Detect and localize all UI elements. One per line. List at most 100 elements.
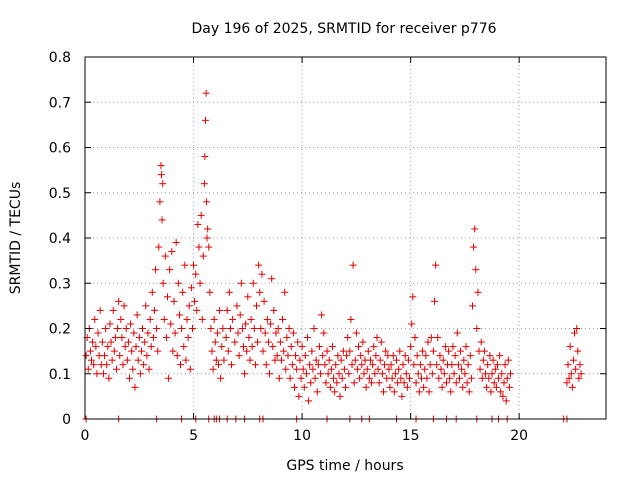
data-point-marker — [159, 279, 167, 287]
data-point-marker — [98, 338, 106, 346]
y-axis-ticks: 0 0.1 0.2 0.3 0.4 0.5 0.6 0.7 0.8 — [49, 50, 606, 428]
data-point-marker — [238, 325, 246, 332]
data-point-marker — [280, 347, 288, 355]
data-point-marker — [168, 248, 176, 256]
data-point-marker — [569, 356, 577, 364]
data-point-marker — [111, 334, 119, 342]
data-point-marker — [196, 279, 204, 287]
data-point-marker — [320, 329, 328, 337]
data-point-marker — [222, 334, 230, 342]
y-tick-label: 0.8 — [49, 50, 71, 66]
data-point-marker — [255, 261, 263, 269]
data-point-marker — [416, 361, 424, 369]
data-point-marker — [398, 392, 406, 400]
data-point-marker — [141, 338, 149, 346]
data-point-marker — [363, 365, 371, 373]
data-point-marker — [216, 306, 224, 314]
data-point-marker — [263, 315, 271, 323]
data-point-marker — [205, 243, 213, 251]
data-point-marker — [198, 315, 206, 323]
data-point-marker — [269, 343, 277, 351]
data-point-marker — [184, 334, 192, 342]
data-point-marker — [400, 379, 408, 387]
data-point-marker — [99, 370, 107, 378]
data-point-marker — [202, 89, 210, 97]
data-point-marker — [231, 338, 239, 346]
data-point-marker — [352, 329, 360, 337]
data-point-marker — [479, 356, 487, 364]
data-point-marker — [321, 361, 329, 369]
y-tick-label: 0.7 — [49, 95, 71, 111]
data-point-marker — [312, 356, 320, 364]
data-point-marker — [159, 180, 167, 188]
data-point-marker — [324, 370, 332, 378]
data-point-marker — [149, 334, 157, 342]
data-point-marker — [563, 379, 571, 387]
data-point-marker — [411, 334, 419, 342]
data-point-marker — [415, 388, 423, 396]
data-point-marker — [332, 361, 340, 369]
data-point-marker — [233, 302, 241, 310]
data-point-marker — [465, 388, 473, 396]
data-point-marker — [251, 361, 259, 369]
data-point-marker — [340, 365, 348, 373]
x-axis-label: GPS time / hours — [286, 458, 403, 474]
data-point-marker — [396, 347, 404, 355]
data-point-marker — [157, 171, 165, 179]
data-point-marker — [137, 347, 145, 355]
data-point-marker — [325, 356, 333, 364]
data-point-marker — [440, 370, 448, 378]
data-point-marker — [484, 361, 492, 369]
data-point-marker — [190, 261, 198, 269]
data-point-marker — [112, 365, 120, 373]
data-point-marker — [201, 153, 209, 161]
data-point-marker — [492, 383, 500, 391]
x-tick-label: 15 — [402, 428, 420, 444]
data-point-marker — [365, 374, 373, 382]
data-point-marker — [501, 361, 509, 369]
data-point-marker — [454, 361, 462, 369]
data-point-marker — [318, 311, 326, 319]
data-point-marker — [277, 356, 285, 364]
data-point-marker — [239, 343, 247, 351]
data-point-marker — [442, 379, 450, 387]
data-point-marker — [145, 365, 153, 373]
data-point-marker — [328, 343, 336, 351]
data-point-marker — [84, 365, 92, 373]
data-point-marker — [410, 361, 418, 369]
data-point-marker — [286, 374, 294, 382]
data-point-marker — [241, 370, 249, 378]
data-point-marker — [279, 315, 287, 323]
data-point-marker — [336, 392, 344, 400]
data-point-marker — [276, 338, 284, 346]
data-point-marker — [266, 370, 274, 378]
data-point-marker — [447, 388, 455, 396]
data-point-marker — [152, 266, 160, 274]
data-point-marker — [412, 379, 420, 387]
data-point-marker — [450, 370, 458, 378]
data-point-marker — [355, 343, 363, 351]
data-point-marker — [477, 338, 485, 346]
data-point-marker — [150, 306, 158, 314]
data-point-marker — [304, 334, 312, 342]
data-point-marker — [434, 334, 442, 342]
data-point-marker — [260, 297, 268, 305]
data-point-marker — [89, 338, 97, 346]
data-point-marker — [342, 383, 349, 391]
data-point-marker — [385, 365, 393, 373]
data-point-marker — [132, 343, 140, 351]
data-point-marker — [206, 288, 214, 296]
data-point-marker — [409, 293, 417, 301]
data-point-marker — [433, 361, 441, 369]
data-point-marker — [307, 379, 315, 387]
data-point-marker — [283, 334, 291, 342]
data-point-marker — [317, 370, 325, 378]
data-point-marker — [128, 347, 136, 355]
data-point-marker — [347, 315, 355, 323]
data-point-marker — [315, 343, 323, 351]
data-point-marker — [435, 374, 443, 382]
data-point-marker — [170, 297, 178, 305]
data-point-marker — [483, 383, 491, 391]
data-point-marker — [422, 352, 430, 360]
data-point-marker — [338, 374, 346, 382]
